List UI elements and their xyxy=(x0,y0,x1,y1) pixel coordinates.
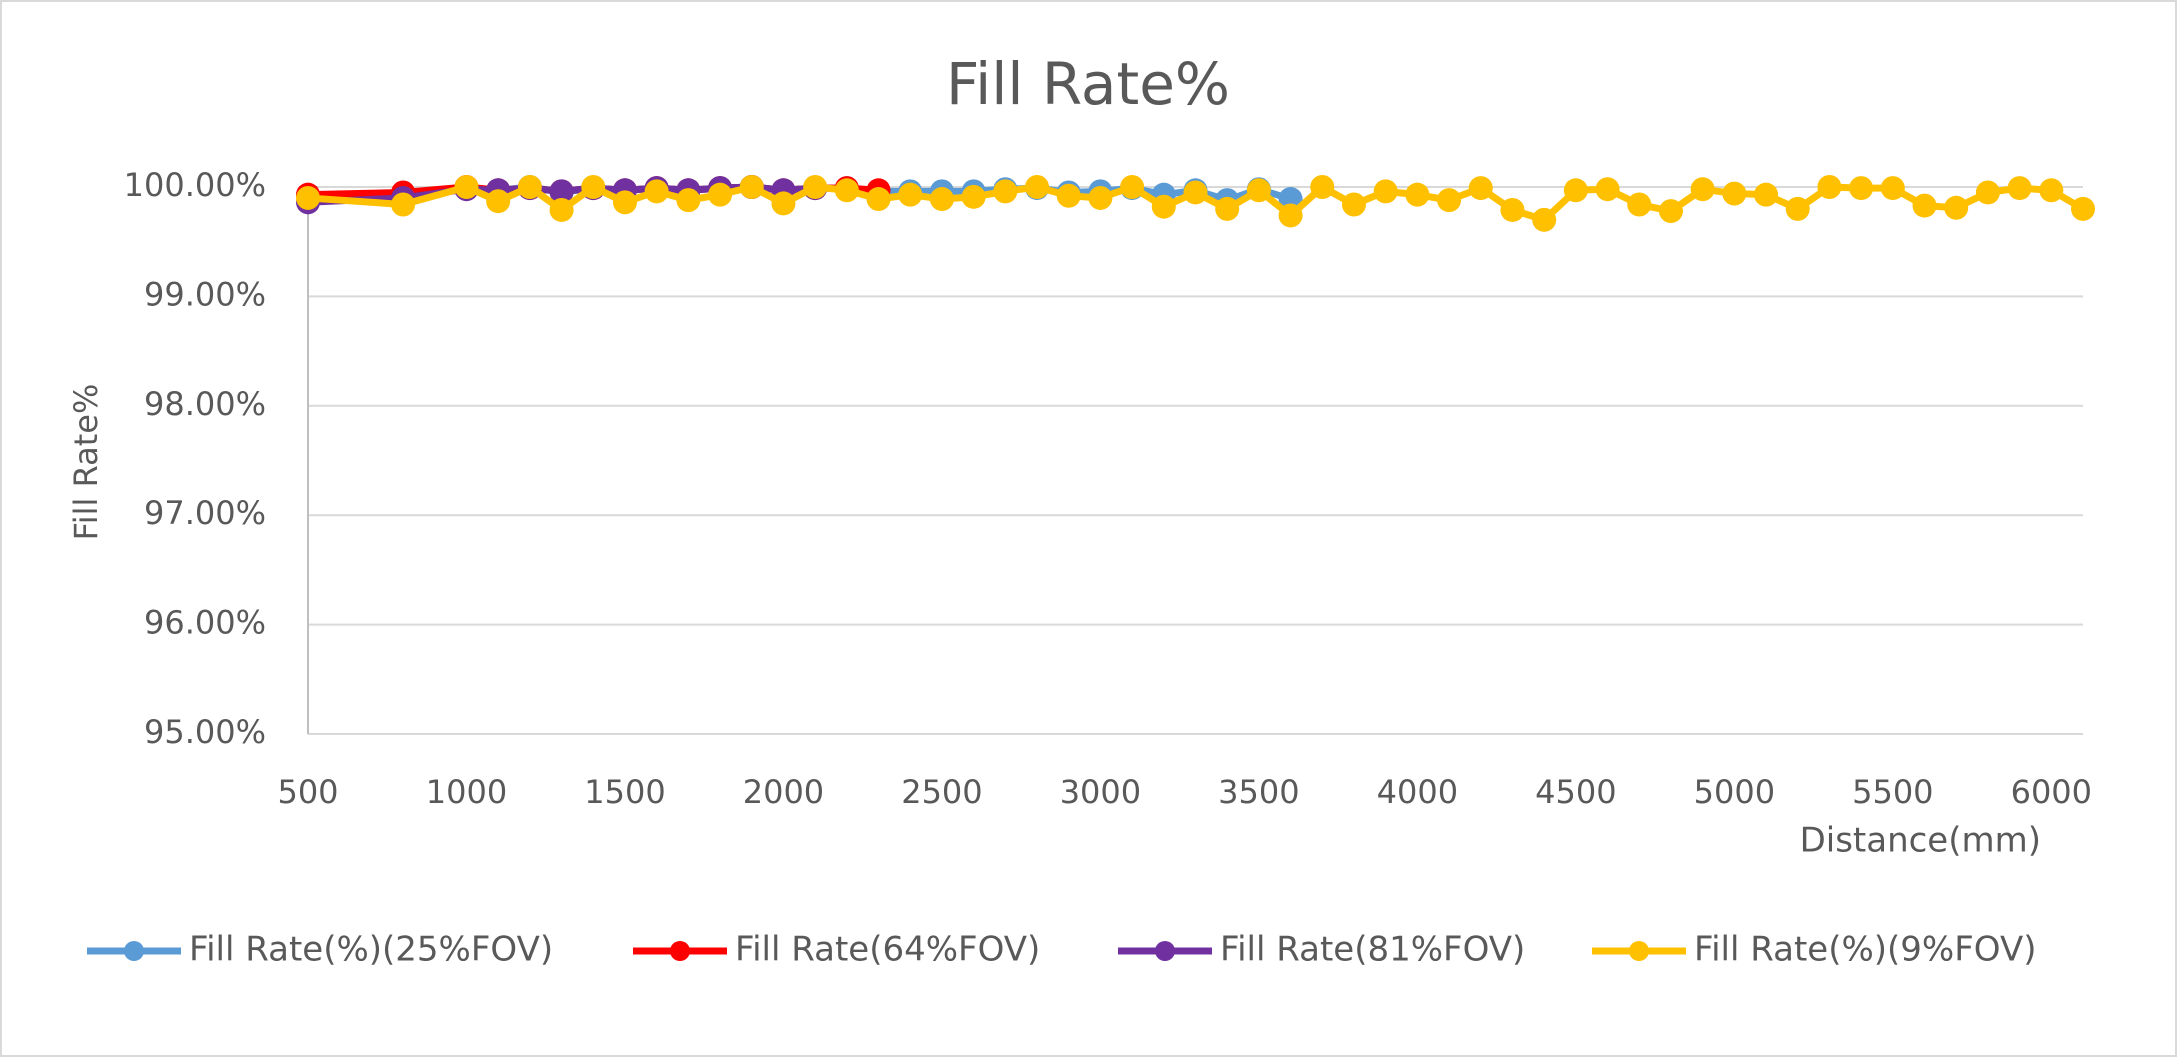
point xyxy=(1468,176,1493,201)
point xyxy=(1341,192,1366,217)
point xyxy=(517,175,542,199)
x-tick-label: 3000 xyxy=(1060,773,1141,811)
point xyxy=(1500,197,1525,222)
point xyxy=(1912,193,1937,218)
point xyxy=(1025,175,1050,199)
legend-marker xyxy=(1629,941,1649,961)
point xyxy=(454,175,479,199)
point xyxy=(1722,181,1747,206)
point xyxy=(1595,177,1620,202)
point xyxy=(1373,179,1398,204)
legend-marker xyxy=(124,941,144,961)
point xyxy=(1975,180,2000,205)
y-tick-label: 100.00% xyxy=(124,166,266,204)
x-tick-label: 2000 xyxy=(743,773,824,811)
legend-label: Fill Rate(%)(9%FOV) xyxy=(1694,930,2036,970)
point xyxy=(549,179,574,204)
point xyxy=(1151,194,1176,219)
y-tick-label: 95.00% xyxy=(144,713,266,751)
point xyxy=(676,188,701,213)
point xyxy=(929,187,954,212)
point xyxy=(612,190,637,215)
point xyxy=(1088,185,1113,210)
x-tick-label: 5500 xyxy=(1852,773,1933,811)
legend-label: Fill Rate(%)(25%FOV) xyxy=(189,930,553,970)
point xyxy=(581,175,606,199)
point xyxy=(1215,196,1240,221)
point xyxy=(1310,175,1335,199)
point xyxy=(486,189,511,214)
point xyxy=(1278,203,1303,228)
point xyxy=(1817,175,1842,199)
point xyxy=(2039,178,2064,203)
point xyxy=(296,185,320,210)
point xyxy=(391,192,416,217)
point xyxy=(898,182,923,207)
point xyxy=(2071,196,2095,221)
point xyxy=(1658,199,1683,224)
point xyxy=(1944,195,1969,220)
x-tick-label: 2500 xyxy=(901,773,982,811)
point xyxy=(803,175,828,199)
x-tick-label: 3500 xyxy=(1218,773,1299,811)
point xyxy=(1563,178,1588,203)
point xyxy=(1754,182,1779,207)
x-axis-title: Distance(mm) xyxy=(1800,821,2041,861)
chart-title: Fill Rate% xyxy=(946,50,1230,118)
x-tick-label: 4000 xyxy=(1377,773,1458,811)
point xyxy=(1627,192,1652,217)
y-tick-label: 96.00% xyxy=(144,604,266,642)
point xyxy=(771,191,796,216)
point xyxy=(1785,196,1810,221)
y-axis-title: Fill Rate% xyxy=(67,384,105,541)
legend-marker xyxy=(1155,941,1175,961)
y-tick-label: 97.00% xyxy=(144,494,266,532)
point xyxy=(708,182,733,207)
point xyxy=(1690,177,1715,202)
legend-label: Fill Rate(64%FOV) xyxy=(735,930,1040,970)
point xyxy=(1849,176,1874,201)
point xyxy=(834,178,859,203)
point xyxy=(1056,183,1081,208)
point xyxy=(1405,182,1430,207)
x-tick-label: 4500 xyxy=(1535,773,1616,811)
point xyxy=(1278,187,1303,212)
point xyxy=(1120,175,1145,199)
y-tick-label: 99.00% xyxy=(144,275,266,313)
point xyxy=(2007,176,2032,201)
point xyxy=(644,179,669,204)
y-tick-label: 98.00% xyxy=(144,385,266,423)
point xyxy=(961,184,986,209)
x-tick-label: 6000 xyxy=(2011,773,2092,811)
legend-marker xyxy=(670,941,690,961)
x-tick-label: 1000 xyxy=(426,773,507,811)
x-tick-label: 1500 xyxy=(584,773,665,811)
x-tick-label: 5000 xyxy=(1694,773,1775,811)
point xyxy=(1183,180,1208,205)
point xyxy=(993,179,1018,204)
point xyxy=(549,197,574,222)
point xyxy=(1532,207,1557,232)
point xyxy=(1246,178,1271,203)
point xyxy=(1880,176,1905,201)
point xyxy=(1437,188,1462,213)
point xyxy=(739,175,764,199)
point xyxy=(866,187,891,212)
x-tick-label: 500 xyxy=(277,773,338,811)
legend-label: Fill Rate(81%FOV) xyxy=(1220,930,1525,970)
